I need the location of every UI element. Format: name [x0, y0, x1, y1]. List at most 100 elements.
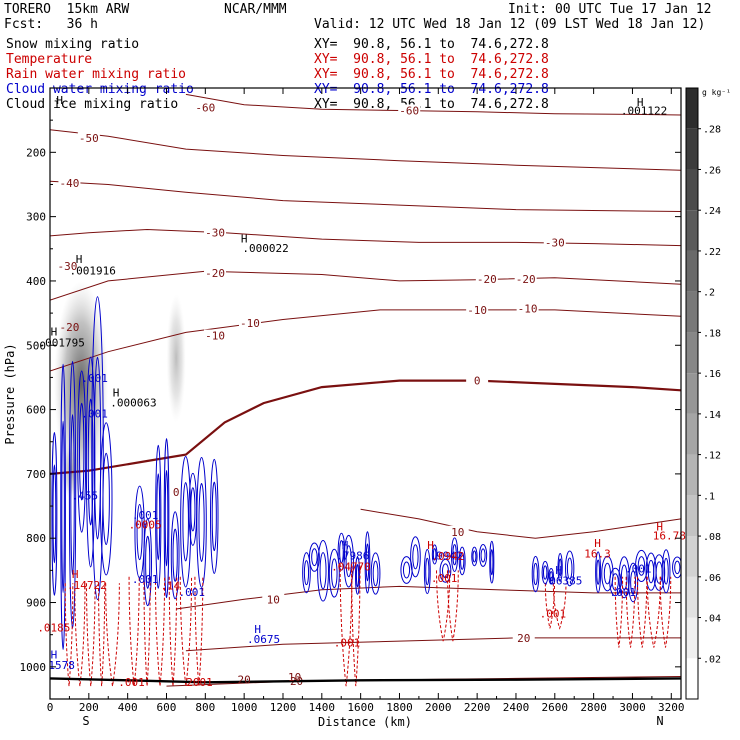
cloud-water-contour	[77, 370, 87, 533]
contour-label: .14	[160, 580, 180, 593]
contour-label: .7986	[336, 549, 369, 562]
isotherm-label-bg	[398, 104, 421, 116]
contour-label: H	[594, 537, 601, 550]
colorbar-step	[686, 291, 698, 333]
field-label-rain: Rain water mixing ratio	[6, 67, 187, 82]
field-coords-cloud-water: XY= 90.8, 56.1 to 74.6,272.8	[314, 82, 549, 97]
isotherm-label-bg	[475, 273, 498, 285]
cloud-water-contour	[211, 481, 217, 552]
contour-label: .001	[132, 509, 159, 522]
header-org: NCAR/MMM	[224, 2, 287, 17]
temperature-contours: -60 -60 -50 -40 -30 -30 -20 -20 -20 -10 -10 -10 -10 0…	[50, 93, 681, 688]
contour-label: 20	[238, 674, 251, 687]
contour-label: H	[555, 564, 562, 577]
cloud-water-contour	[672, 556, 681, 579]
cloud-water-contour	[317, 540, 329, 602]
contour-label: .001	[81, 372, 108, 385]
colorbar-tick-label: .16	[703, 369, 721, 380]
isotherm-label: 20	[517, 632, 530, 645]
contour-label: .001	[540, 607, 567, 620]
isotherm-label: -10	[205, 330, 225, 343]
rain-water-contour	[614, 576, 624, 648]
cloud-water-contour	[609, 567, 622, 597]
colorbar-tick-label: .14	[703, 410, 721, 421]
cloud-water-contour	[52, 464, 57, 564]
isotherm-label: 10	[451, 526, 464, 539]
cloud-water-contour	[302, 552, 311, 594]
contour-label: .0005	[129, 519, 162, 532]
cloud-water-contour	[372, 560, 379, 587]
isotherm-8	[176, 585, 681, 610]
cloud-water-contour	[70, 414, 75, 576]
isotherm-4	[50, 270, 681, 301]
contour-label: .0185	[37, 621, 70, 634]
cloud-water-contour	[355, 556, 361, 595]
field-label-cloud-water: Cloud water mixing ratio	[6, 82, 194, 97]
cloud-water-contour	[596, 559, 600, 585]
contour-label: .0942	[431, 550, 464, 563]
colorbar-tick-label: .22	[703, 247, 721, 258]
isotherm-label-bg	[543, 236, 566, 248]
cloud-water-contour	[557, 552, 563, 582]
y-tick-label: 800	[26, 532, 46, 545]
colorbar-step	[686, 210, 698, 251]
rain-water-contour	[637, 576, 648, 648]
isotherm-label: -10	[518, 303, 538, 316]
contour-label: .001122	[621, 104, 667, 117]
isotherm-label: -10	[467, 304, 487, 317]
field-label-cloud-ice: Cloud ice mixing ratio	[6, 97, 179, 112]
rain-water-contour	[179, 576, 193, 687]
cloud-water-contour	[439, 558, 452, 583]
cloud-water-contour	[134, 485, 145, 579]
contour-label: H	[56, 94, 63, 107]
field-coords-snow: XY= 90.8, 56.1 to 74.6,272.8	[314, 37, 549, 52]
contour-label: .001916	[70, 265, 116, 278]
isotherm-label-bg	[238, 316, 261, 328]
colorbar-step	[686, 454, 698, 496]
isotherm-1	[50, 129, 681, 171]
cloud-water-contour	[102, 452, 110, 546]
y-tick-label: 600	[26, 404, 46, 417]
isotherm-label-bg	[204, 329, 227, 341]
rain-water-contour	[351, 563, 361, 687]
cloud-water-contour	[611, 573, 619, 591]
y-tick-label: 300	[26, 211, 46, 224]
colorbar-step	[686, 373, 698, 414]
x-tick-label: 1000	[231, 701, 258, 714]
rain-water-contour	[194, 576, 204, 687]
contour-labels: H H.001122H.000022H.001916H.001795H.00006…	[37, 94, 686, 689]
x-tick-label: 1400	[309, 701, 336, 714]
isotherm-label: -10	[240, 317, 260, 330]
cloud-water-contour	[156, 473, 161, 561]
cloud-water-contour	[364, 531, 371, 594]
contour-label: H	[51, 326, 58, 339]
contour-label: .455	[72, 490, 99, 503]
contour-label: 16.3	[584, 548, 611, 561]
rain-water-contour	[446, 570, 459, 642]
cloud-water-contour	[196, 457, 207, 588]
contour-label: 2001	[186, 676, 213, 689]
contour-label: H	[342, 539, 349, 552]
contour-label: H	[51, 648, 58, 661]
cloud-water-contour	[303, 560, 310, 586]
isotherm-label-bg	[512, 631, 535, 643]
isotherm-label: 10	[267, 593, 280, 606]
y-tick-label: 700	[26, 468, 46, 481]
y-tick-label: 900	[26, 597, 46, 610]
cloud-water-contour	[542, 565, 548, 580]
cloud-water-contour	[653, 554, 666, 591]
colorbar-tick-label: .02	[703, 654, 721, 665]
contour-label: .9942	[430, 549, 463, 562]
cloud-water-contour	[210, 458, 219, 574]
colorbar-step	[686, 128, 698, 170]
contour-label: H	[241, 232, 248, 245]
cloud-water-contour	[549, 571, 553, 582]
colorbar-step	[686, 332, 698, 374]
cloud-water-contour	[319, 552, 327, 590]
cloud-water-contour	[661, 549, 671, 594]
contour-label: .000063	[110, 396, 156, 409]
contour-label: .001	[81, 407, 108, 420]
rain-water-contour	[86, 583, 96, 687]
cloud-water-contour	[370, 552, 381, 595]
